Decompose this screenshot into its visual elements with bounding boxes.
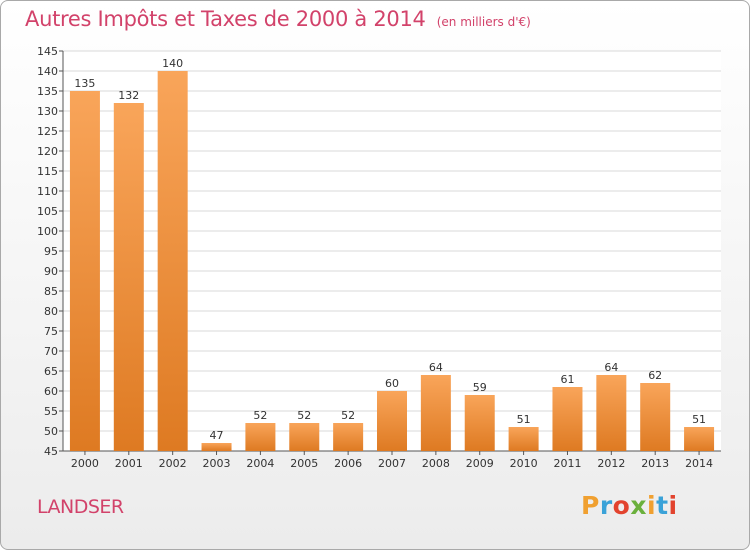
y-tick-label: 85 [44,285,58,298]
x-tick-label: 2004 [246,457,274,470]
bar [245,423,276,451]
x-tick-label: 2003 [203,457,231,470]
data-label: 59 [473,381,487,394]
y-tick-label: 110 [37,185,58,198]
bar [289,423,320,451]
bar [157,71,188,451]
bar [420,375,451,451]
bar [113,103,144,451]
bar [464,395,495,451]
x-tick-label: 2000 [71,457,99,470]
logo-letter: r [599,491,613,520]
logo-letter: x [630,491,647,520]
x-tick-label: 2001 [115,457,143,470]
y-tick-label: 50 [44,425,58,438]
x-tick-label: 2012 [597,457,625,470]
y-tick-label: 45 [44,445,58,458]
x-tick-label: 2013 [641,457,669,470]
x-tick-label: 2008 [422,457,450,470]
chart-title-block: Autres Impôts et Taxes de 2000 à 2014 (e… [25,7,531,31]
x-tick-label: 2009 [466,457,494,470]
x-tick-label: 2010 [510,457,538,470]
x-tick-label: 2006 [334,457,362,470]
chart-title: Autres Impôts et Taxes de 2000 à 2014 [25,7,426,31]
logo-letter: i [647,491,657,520]
y-tick-label: 145 [37,45,58,58]
y-tick-label: 120 [37,145,58,158]
x-tick-label: 2005 [290,457,318,470]
data-label: 60 [385,377,399,390]
commune-name: LANDSER [37,496,124,518]
data-label: 64 [604,361,618,374]
y-tick-label: 130 [37,105,58,118]
y-tick-label: 100 [37,225,58,238]
logo-letter: t [656,491,669,520]
x-tick-label: 2007 [378,457,406,470]
x-tick-label: 2014 [685,457,713,470]
data-label: 51 [517,413,531,426]
bar [333,423,364,451]
y-tick-label: 65 [44,365,58,378]
bar [508,427,539,451]
data-label: 135 [74,77,95,90]
x-tick-label: 2011 [553,457,581,470]
bar [69,91,100,451]
chart-subtitle: (en milliers d'€) [436,15,531,29]
data-label: 47 [210,429,224,442]
data-label: 52 [341,409,355,422]
data-label: 52 [253,409,267,422]
data-label: 64 [429,361,443,374]
proxiti-logo: Proxiti [581,491,678,520]
y-tick-label: 140 [37,65,58,78]
bar [552,387,583,451]
y-tick-label: 135 [37,85,58,98]
data-label: 132 [118,89,139,102]
y-tick-label: 90 [44,265,58,278]
data-label: 61 [560,373,574,386]
y-tick-label: 115 [37,165,58,178]
bar [596,375,627,451]
y-tick-label: 105 [37,205,58,218]
bar [640,383,671,451]
bar [684,427,715,451]
bar [201,443,232,451]
data-label: 51 [692,413,706,426]
y-tick-label: 70 [44,345,58,358]
y-tick-label: 55 [44,405,58,418]
bar [377,391,407,451]
data-label: 62 [648,369,662,382]
y-tick-label: 125 [37,125,58,138]
logo-letter: o [612,491,631,520]
y-tick-label: 95 [44,245,58,258]
logo-letter: i [668,491,678,520]
data-label: 52 [297,409,311,422]
y-tick-label: 75 [44,325,58,338]
x-tick-label: 2002 [159,457,187,470]
logo-letter: P [581,491,600,520]
data-label: 140 [162,57,183,70]
y-tick-label: 80 [44,305,58,318]
y-tick-label: 60 [44,385,58,398]
